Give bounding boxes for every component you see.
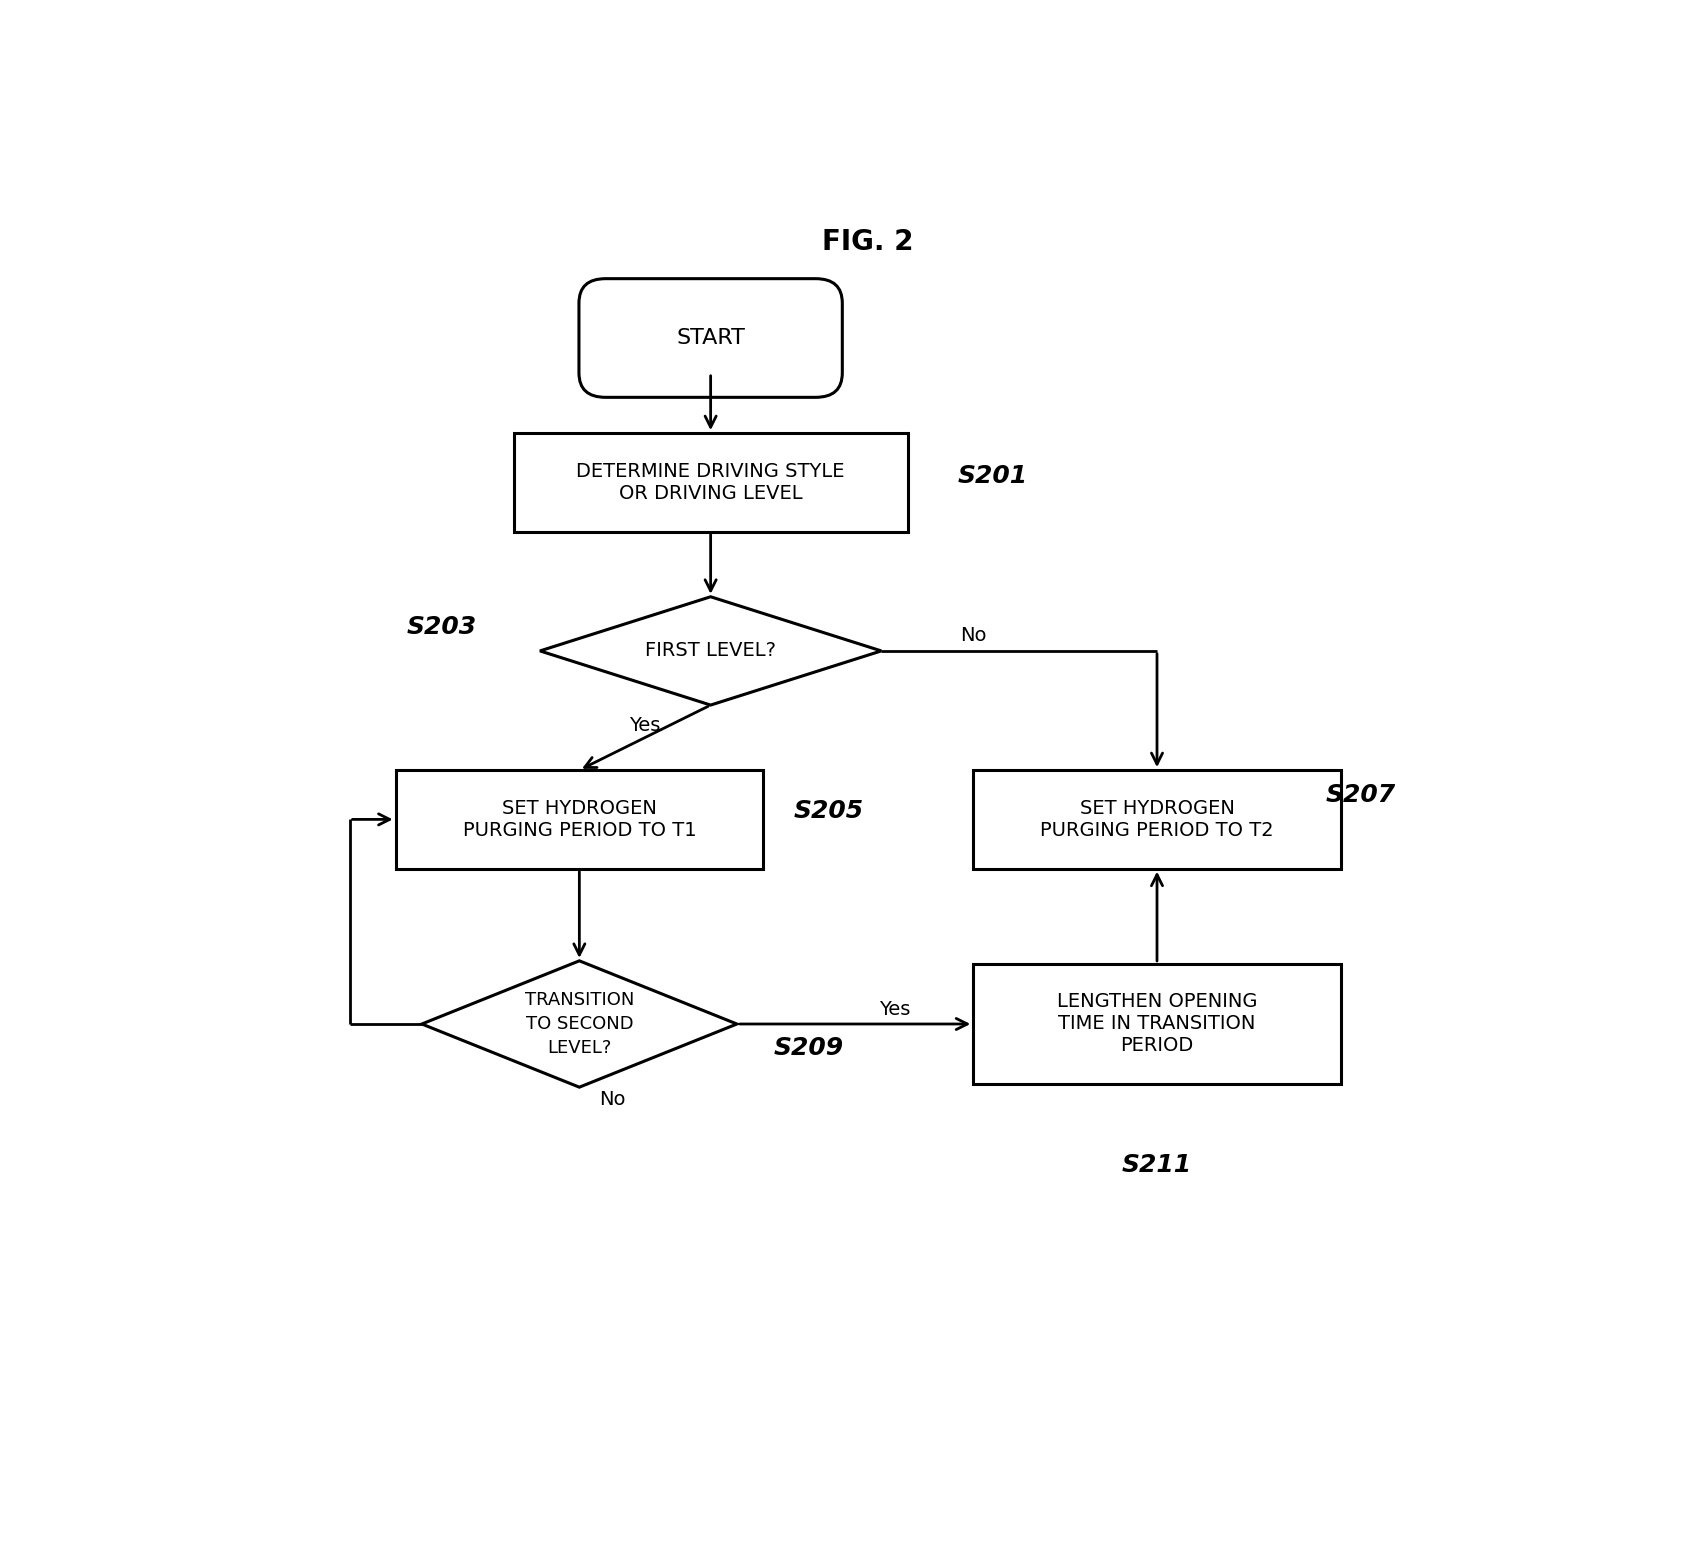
Text: DETERMINE DRIVING STYLE
OR DRIVING LEVEL: DETERMINE DRIVING STYLE OR DRIVING LEVEL — [576, 463, 845, 503]
Text: Yes: Yes — [879, 1000, 910, 1019]
Text: SET HYDROGEN
PURGING PERIOD TO T1: SET HYDROGEN PURGING PERIOD TO T1 — [462, 799, 696, 839]
Polygon shape — [422, 961, 737, 1088]
Bar — [396, 771, 764, 869]
Polygon shape — [540, 597, 881, 705]
Bar — [513, 433, 908, 531]
Bar — [972, 771, 1340, 869]
Text: S201: S201 — [957, 464, 1028, 488]
Text: No: No — [960, 625, 986, 646]
FancyBboxPatch shape — [579, 278, 842, 397]
Text: TRANSITION
TO SECOND
LEVEL?: TRANSITION TO SECOND LEVEL? — [525, 991, 634, 1057]
Text: FIG. 2: FIG. 2 — [822, 228, 915, 256]
Text: S209: S209 — [774, 1036, 844, 1060]
Text: No: No — [600, 1091, 625, 1110]
Text: FIRST LEVEL?: FIRST LEVEL? — [645, 641, 776, 661]
Text: SET HYDROGEN
PURGING PERIOD TO T2: SET HYDROGEN PURGING PERIOD TO T2 — [1040, 799, 1274, 839]
Text: S211: S211 — [1121, 1153, 1193, 1177]
Text: START: START — [676, 328, 745, 349]
Text: S203: S203 — [407, 614, 476, 639]
Text: S207: S207 — [1325, 783, 1396, 808]
Text: LENGTHEN OPENING
TIME IN TRANSITION
PERIOD: LENGTHEN OPENING TIME IN TRANSITION PERI… — [1057, 993, 1257, 1055]
Bar — [972, 964, 1340, 1085]
Text: S205: S205 — [794, 799, 864, 824]
Text: Yes: Yes — [628, 716, 661, 735]
